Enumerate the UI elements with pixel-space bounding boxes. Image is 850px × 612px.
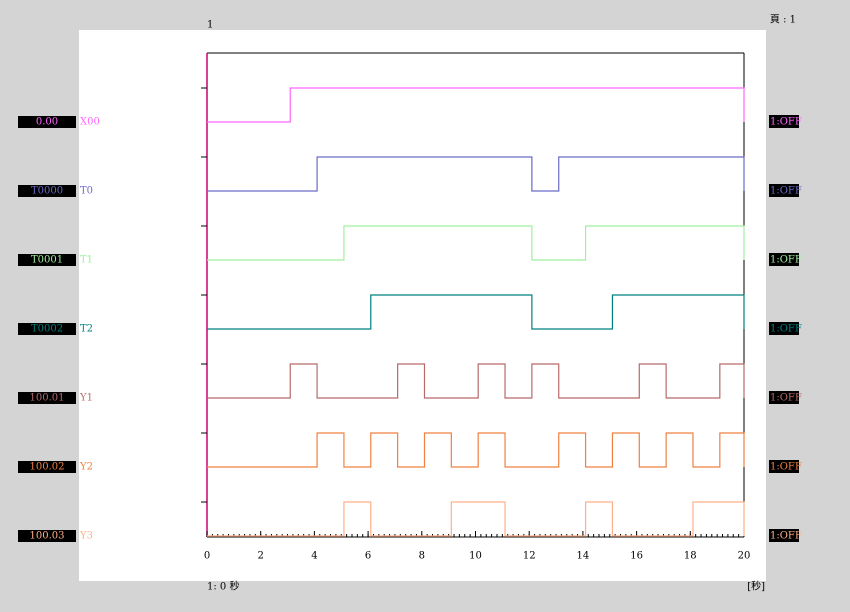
chart-panel xyxy=(79,30,766,581)
waveform xyxy=(207,294,745,330)
x-tick-label: 20 xyxy=(738,551,751,562)
signal-address: 100.01 xyxy=(30,393,65,404)
status-box xyxy=(769,115,799,128)
signal-address: 100.02 xyxy=(30,462,65,473)
waveform xyxy=(207,363,745,399)
status-box xyxy=(769,322,799,335)
address-box xyxy=(18,323,76,335)
x-tick-label: 14 xyxy=(577,551,590,562)
signal-name: T1 xyxy=(80,255,93,266)
x-tick-label: 2 xyxy=(258,551,264,562)
waveform xyxy=(207,156,745,192)
x-tick-label: 8 xyxy=(419,551,425,562)
signal-address: 0.00 xyxy=(36,117,58,128)
signal-address: T0002 xyxy=(31,324,63,335)
signal-status: 1:OFF xyxy=(770,255,802,266)
address-box xyxy=(18,530,76,542)
status-box xyxy=(769,184,799,197)
waveform xyxy=(207,87,745,123)
signal-address: 100.03 xyxy=(30,531,65,542)
signal-status: 1:OFF xyxy=(770,462,802,473)
waveform xyxy=(207,225,745,261)
x-tick-label: 18 xyxy=(684,551,697,562)
x-tick-label: 0 xyxy=(204,551,210,562)
cursor-label: 1 xyxy=(207,20,213,31)
page-label: 頁 : 1 xyxy=(770,14,796,26)
signal-address: T0000 xyxy=(31,186,63,197)
status-box xyxy=(769,253,799,266)
address-box xyxy=(18,116,76,128)
address-box xyxy=(18,392,76,404)
time-unit-label: [秒] xyxy=(747,580,765,593)
signal-name: X00 xyxy=(80,117,100,128)
signal-name: Y1 xyxy=(79,393,93,404)
x-tick-label: 6 xyxy=(365,551,371,562)
signal-name: Y2 xyxy=(79,462,93,473)
x-tick-label: 12 xyxy=(523,551,536,562)
start-time-label: 1: 0 秒 xyxy=(207,580,239,593)
signal-name: T0 xyxy=(80,186,93,197)
address-box xyxy=(18,461,76,473)
x-tick-label: 16 xyxy=(630,551,643,562)
status-box xyxy=(769,391,799,404)
signal-status: 1:OFF xyxy=(770,324,802,335)
address-box xyxy=(18,254,76,266)
signal-status: 1:OFF xyxy=(770,117,802,128)
waveform xyxy=(207,501,745,537)
x-tick-label: 4 xyxy=(311,551,317,562)
waveform xyxy=(207,432,745,468)
status-box xyxy=(769,460,799,473)
status-box xyxy=(769,529,799,542)
signal-status: 1:OFF xyxy=(770,393,802,404)
address-box xyxy=(18,185,76,197)
signal-name: Y3 xyxy=(79,531,93,542)
signal-address: T0001 xyxy=(31,255,63,266)
signal-status: 1:OFF xyxy=(770,186,802,197)
signal-status: 1:OFF xyxy=(770,531,802,542)
signal-name: T2 xyxy=(80,324,93,335)
x-tick-label: 10 xyxy=(469,551,482,562)
